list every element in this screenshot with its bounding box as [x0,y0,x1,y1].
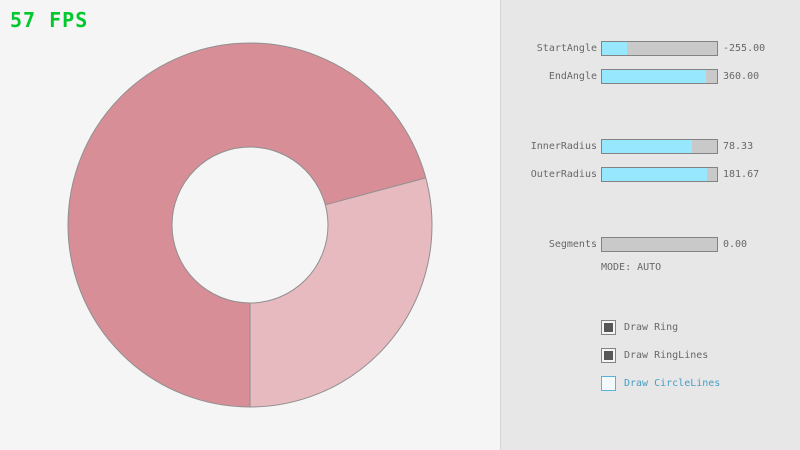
ring-overlap-sector [68,43,426,407]
startangle-label: StartAngle [536,42,597,54]
segments-mode-text: MODE: AUTO [601,262,662,273]
endangle-slider[interactable] [601,68,718,84]
segments-value: 0.00 [723,238,748,250]
outerradius-label: OuterRadius [530,168,597,180]
draw-circlelines-checkbox[interactable] [601,375,616,391]
outerradius-slider-fill [602,167,707,181]
innerradius-label: InnerRadius [530,140,597,152]
endangle-value: 360.00 [723,70,760,82]
draw-ring-checkbox[interactable] [601,319,616,335]
innerradius-slider[interactable] [601,138,718,154]
controls-panel: StartAngle -255.00 EndAngle 360.00 Inner… [500,0,800,450]
ring-chart [67,42,433,408]
ring-inner-line [171,146,329,304]
startangle-value: -255.00 [723,42,766,54]
draw-ringlines-label: Draw RingLines [624,349,709,361]
segments-label: Segments [548,238,597,250]
innerradius-slider-fill [602,139,692,153]
checkbox-row-draw-circlelines[interactable]: Draw CircleLines [601,375,720,391]
ring-single-sector [250,177,432,407]
fps-counter: 57 FPS [10,8,89,32]
draw-circlelines-label: Draw CircleLines [624,377,721,389]
segments-slider[interactable] [601,236,718,252]
draw-ring-label: Draw Ring [624,321,679,333]
slider-row-innerradius: InnerRadius 78.33 [501,138,800,154]
slider-row-segments: Segments 0.00 [501,236,800,252]
slider-row-outerradius: OuterRadius 181.67 [501,166,800,182]
outerradius-slider[interactable] [601,166,718,182]
innerradius-value: 78.33 [723,140,754,152]
slider-row-startangle: StartAngle -255.00 [501,40,800,56]
checkbox-row-draw-ringlines[interactable]: Draw RingLines [601,347,708,363]
outerradius-value: 181.67 [723,168,760,180]
startangle-slider-fill [602,41,628,55]
endangle-slider-fill [602,69,706,83]
checkbox-row-draw-ring[interactable]: Draw Ring [601,319,678,335]
slider-row-endangle: EndAngle 360.00 [501,68,800,84]
ring-boundary-line [325,177,426,206]
draw-ringlines-checkbox[interactable] [601,347,616,363]
endangle-label: EndAngle [548,70,597,82]
startangle-slider[interactable] [601,40,718,56]
